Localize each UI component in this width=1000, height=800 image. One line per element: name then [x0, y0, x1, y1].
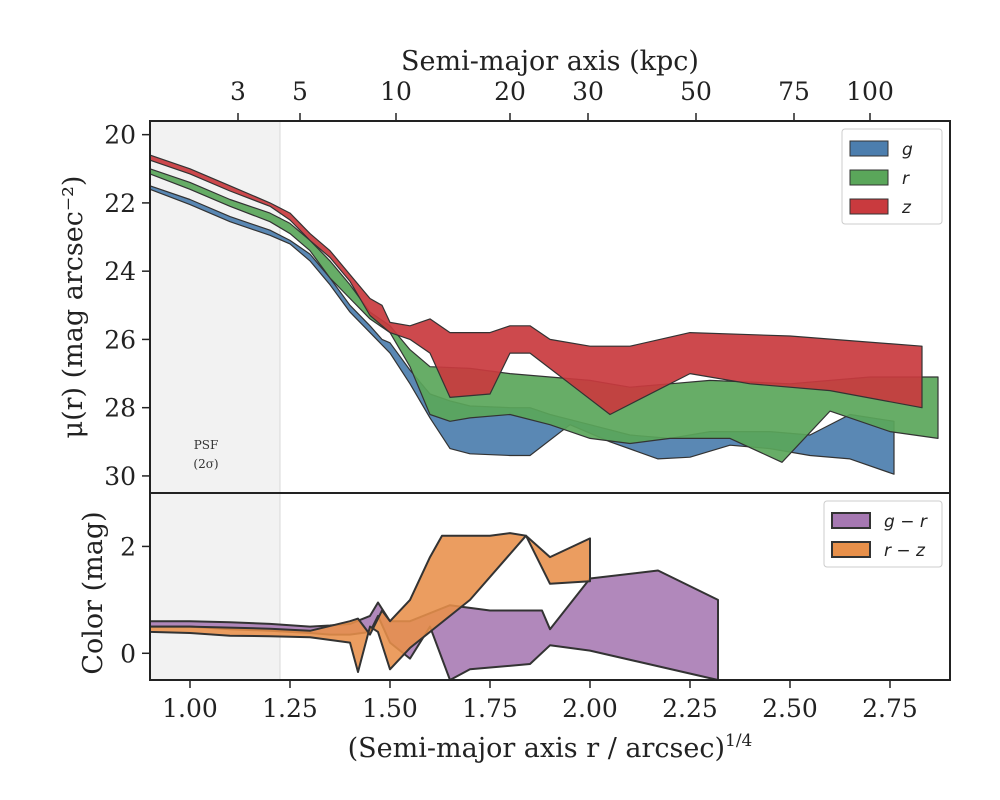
y-tick-label: 26 — [104, 325, 136, 354]
x-tick-label: 2.25 — [662, 694, 718, 723]
bottom-panel-frame — [149, 492, 951, 681]
x-tick-label: 1.00 — [162, 694, 218, 723]
top-legend: grz — [841, 128, 943, 225]
kpc-tick-label: 30 — [572, 77, 604, 106]
bottom-series-group — [149, 532, 719, 681]
kpc-tick-label: 10 — [380, 77, 412, 106]
x-tick-label: 1.50 — [362, 694, 418, 723]
legend-swatch-r — [849, 169, 889, 186]
kpc-tick-label: 20 — [494, 77, 526, 106]
top-axis-title: Semi-major axis (kpc) — [401, 46, 699, 77]
kpc-tick-label: 50 — [680, 77, 712, 106]
y-tick-label: 20 — [104, 121, 136, 150]
legend-swatch-g-r — [831, 512, 871, 529]
series-band-z — [149, 154, 923, 416]
top-panel: PSF (2σ) 20 22 24 26 28 30 3 5 10 20 30 50 75 100 Se… — [58, 46, 951, 494]
x-tick-label: 2.75 — [862, 694, 918, 723]
psf-label-line2: (2σ) — [193, 457, 218, 471]
legend-label-r: r — [902, 169, 910, 189]
kpc-tick-label: 100 — [846, 77, 894, 106]
y-tick-label: 0 — [120, 639, 136, 668]
top-kpc-ticks: 3 5 10 20 30 50 75 100 — [230, 77, 894, 121]
bottom-legend: g − r r − z — [823, 500, 943, 568]
x-tick-label: 1.75 — [462, 694, 518, 723]
series-band-r-z — [149, 532, 591, 673]
bottom-x-ticks: 1.00 1.25 1.50 1.75 2.00 2.25 2.50 2.75 — [162, 680, 918, 723]
x-tick-label: 2.50 — [762, 694, 818, 723]
kpc-tick-label: 3 — [230, 77, 246, 106]
x-tick-label: 2.00 — [562, 694, 618, 723]
legend-swatch-z — [849, 198, 889, 215]
y-tick-label: 24 — [104, 257, 136, 286]
legend-label-z: z — [901, 198, 912, 218]
bottom-y-ticks: 02 — [120, 532, 150, 668]
bottom-panel: 02 1.00 1.25 1.50 1.75 2.00 2.25 2.50 2.75 Colo… — [78, 492, 951, 764]
x-tick-label: 1.25 — [262, 694, 318, 723]
legend-label-r-z: r − z — [884, 541, 926, 561]
kpc-tick-label: 75 — [778, 77, 810, 106]
legend-label-g: g — [902, 140, 913, 160]
x-axis-title-exponent: 1/4 — [725, 731, 752, 751]
bottom-y-axis-title: Color (mag) — [78, 511, 109, 674]
kpc-tick-label: 5 — [292, 77, 308, 106]
bottom-psf-band — [150, 493, 280, 680]
y-tick-label: 30 — [104, 462, 136, 491]
y-tick-label: 28 — [104, 394, 136, 423]
x-axis-title-main: (Semi-major axis r / arcsec) — [348, 733, 725, 764]
y-tick-label: 2 — [120, 532, 136, 561]
top-y-axis-title: μ(r) (mag arcsec⁻²) — [58, 176, 89, 439]
top-y-ticks: 20 22 24 26 28 30 — [104, 121, 150, 491]
legend-label-g-r: g − r — [884, 512, 928, 532]
legend-swatch-g — [849, 140, 889, 157]
top-series-group — [149, 154, 939, 475]
y-tick-label: 22 — [104, 189, 136, 218]
psf-label-line1: PSF — [194, 438, 219, 452]
x-axis-title: (Semi-major axis r / arcsec)1/4 — [348, 731, 753, 764]
legend-swatch-r-z — [831, 541, 871, 558]
